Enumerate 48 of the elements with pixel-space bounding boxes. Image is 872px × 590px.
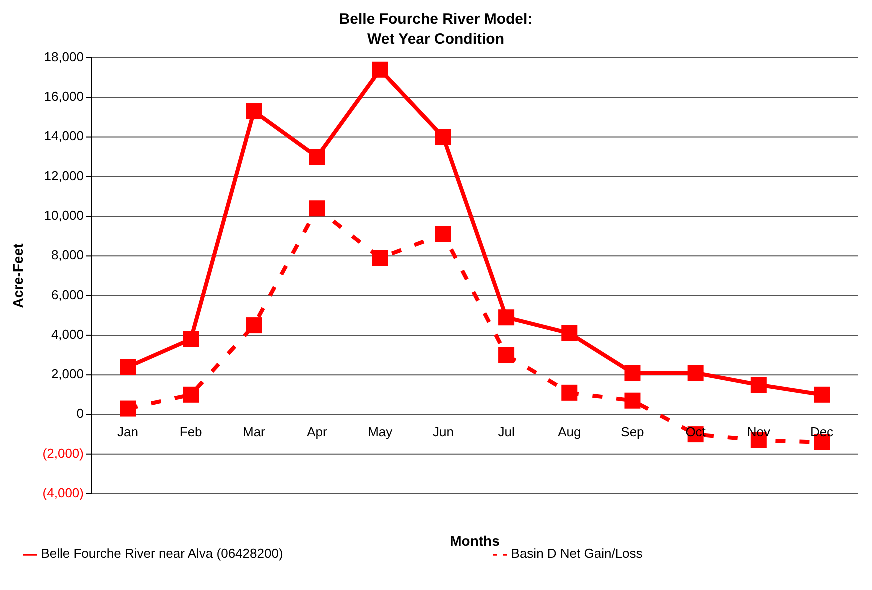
point — [246, 104, 262, 120]
chart-subtitle: Wet Year Condition — [366, 30, 506, 50]
point — [688, 365, 704, 382]
y-tick-label: 0 — [76, 406, 84, 422]
point — [750, 377, 767, 393]
point — [435, 129, 452, 146]
point — [624, 392, 641, 409]
legend-label: Basin D Net Gain/Loss — [511, 546, 643, 561]
point — [372, 250, 388, 266]
x-tick-label: Jun — [432, 424, 454, 440]
text: 12,000 — [44, 168, 84, 184]
x-tick-label: Aug — [558, 424, 582, 440]
text: 14,000 — [44, 128, 84, 144]
x-axis-title: Months — [450, 533, 500, 549]
chart-title: Belle Fourche River Model: — [338, 10, 534, 30]
x-tick-label: Feb — [180, 424, 202, 440]
point — [120, 400, 136, 417]
point — [624, 365, 641, 382]
text: 6,000 — [51, 287, 84, 302]
point — [183, 386, 200, 403]
text: 10,000 — [44, 208, 84, 223]
x-tick-label: May — [368, 424, 394, 440]
point — [309, 200, 326, 217]
x-tick-label: Jan — [118, 424, 138, 440]
point — [498, 310, 515, 326]
point — [120, 359, 136, 376]
point — [372, 62, 388, 78]
text: 2,000 — [51, 366, 84, 382]
x-tick-label: Jul — [498, 424, 515, 440]
point — [562, 325, 578, 342]
text: 4,000 — [51, 326, 84, 342]
text: 16,000 — [44, 89, 84, 104]
point — [562, 384, 578, 401]
x-tick-label: Apr — [307, 424, 328, 440]
legend-label: Belle Fourche River near Alva (06428200) — [41, 546, 284, 561]
point — [309, 149, 326, 166]
y-axis-title: Acre-Feet — [10, 243, 26, 308]
point — [435, 226, 452, 242]
point — [246, 318, 262, 334]
point — [498, 347, 515, 364]
point — [814, 386, 830, 403]
text: 18,000 — [44, 49, 84, 64]
x-tick-label: Sep — [621, 424, 644, 440]
y-tick-label: (4,000) — [42, 485, 84, 500]
point — [183, 331, 200, 348]
x-tick-label: Mar — [242, 424, 266, 440]
text: 8,000 — [51, 248, 84, 263]
y-tick-label: (2,000) — [42, 446, 84, 461]
